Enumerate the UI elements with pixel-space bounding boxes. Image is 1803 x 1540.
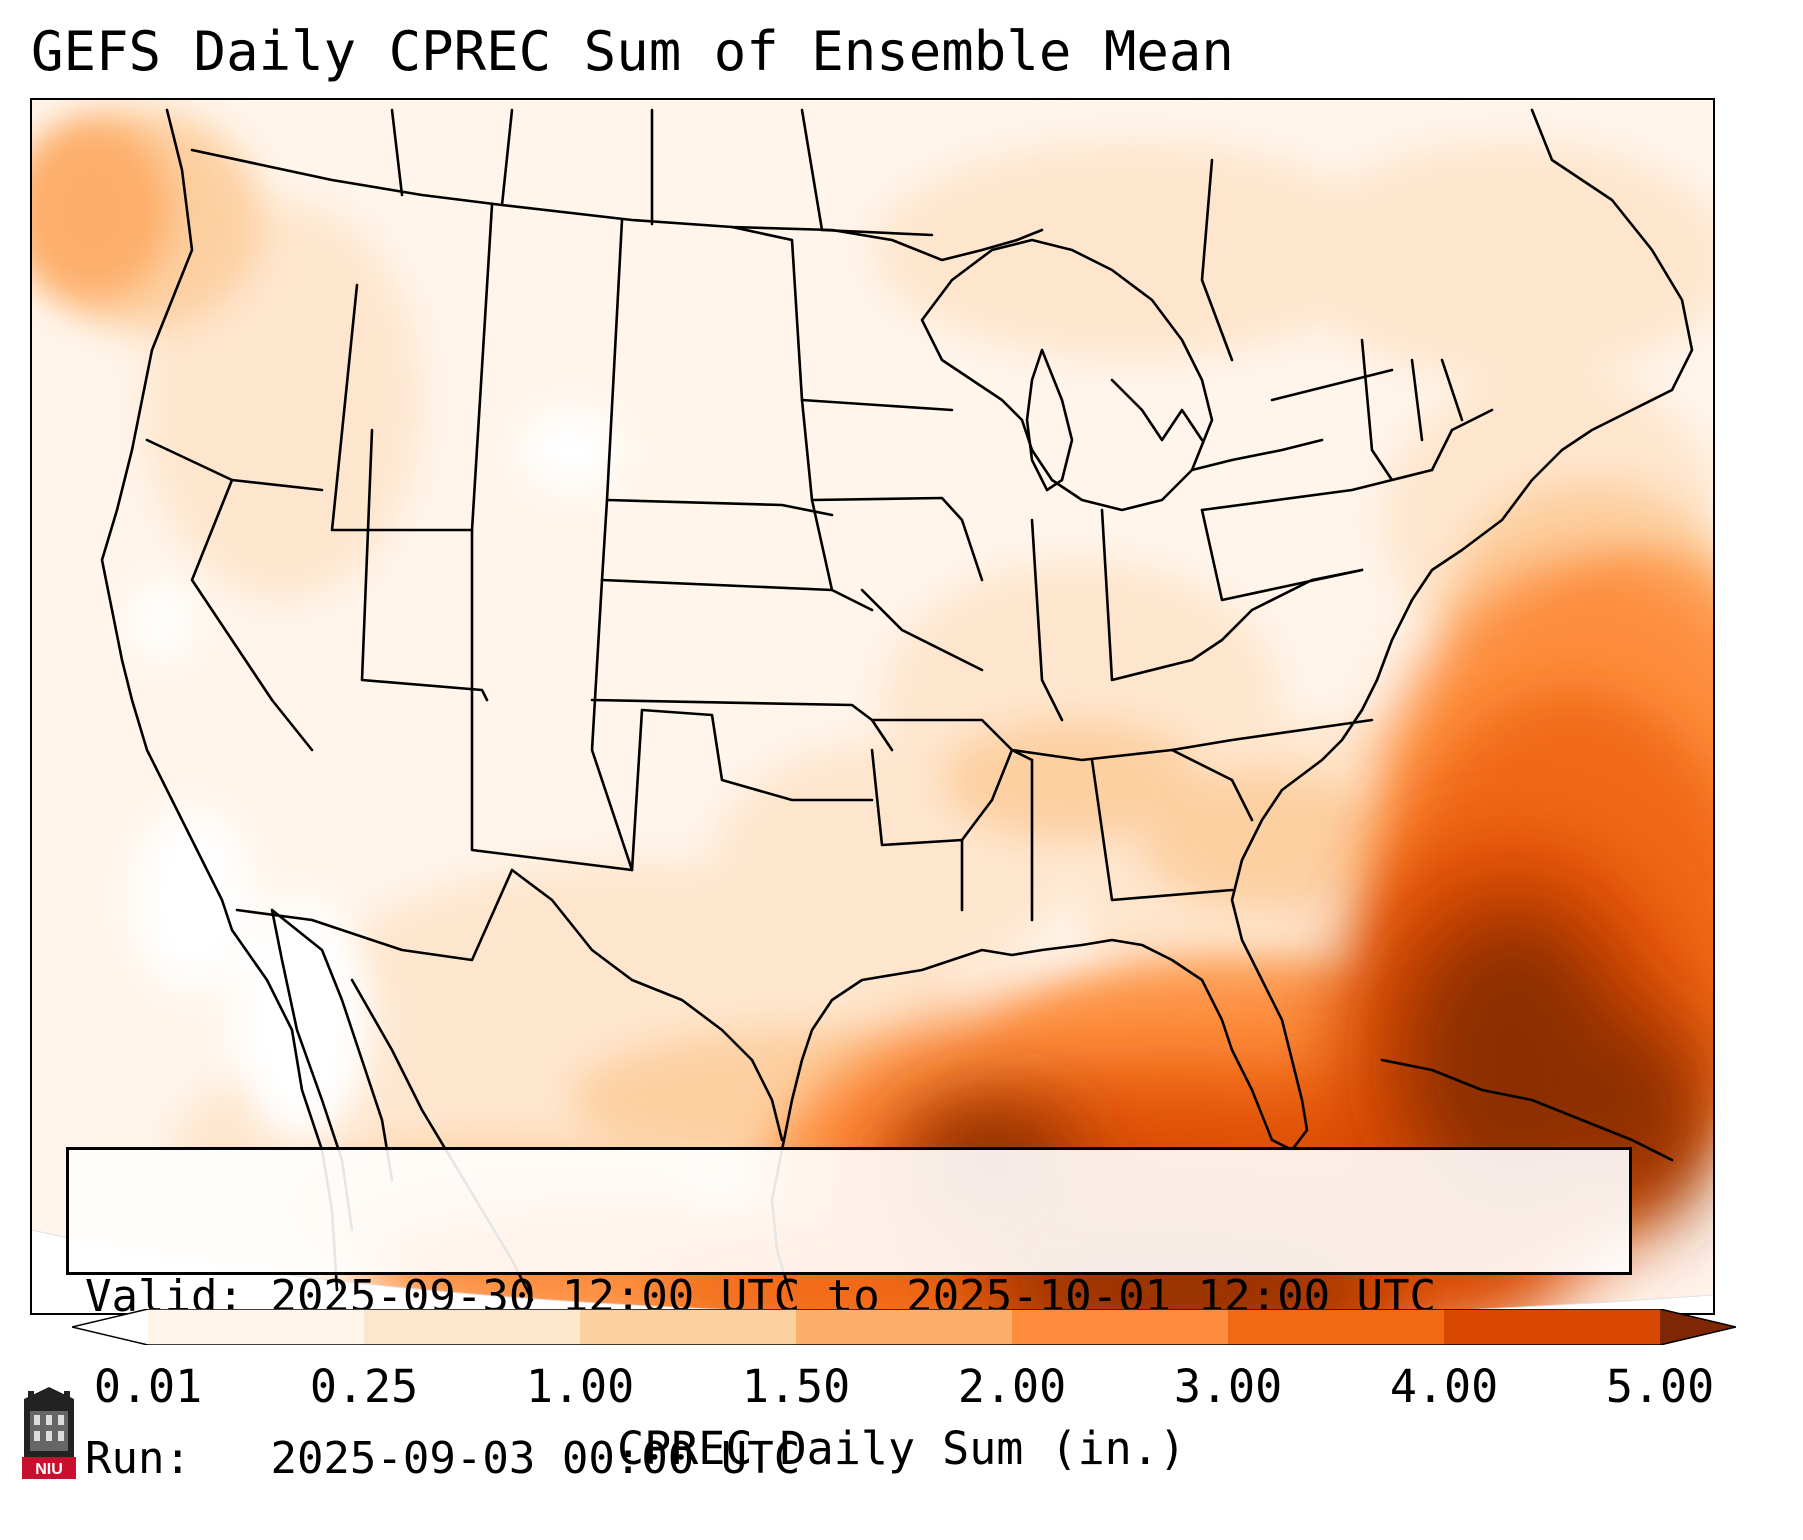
colorbar-over-extension <box>1660 1309 1736 1345</box>
colorbar-segment <box>580 1309 797 1345</box>
colorbar-tick-label: 1.50 <box>741 1360 851 1413</box>
colorbar-segment <box>1012 1309 1229 1345</box>
precip-field <box>32 100 1713 1313</box>
niu-logo: NIU <box>22 1387 76 1479</box>
colorbar-tick-label: 2.00 <box>957 1360 1067 1413</box>
colorbar-tick-label: 3.00 <box>1173 1360 1283 1413</box>
run-line: Run: 2025-09-03 00:00 UTC <box>85 1432 1629 1486</box>
colorbar-segment <box>1228 1309 1445 1345</box>
colorbar-segment <box>1444 1309 1661 1345</box>
colorbar-tick-label: 1.00 <box>525 1360 635 1413</box>
precip-map <box>32 100 1713 1313</box>
run-value: 2025-09-03 00:00 UTC <box>270 1433 801 1484</box>
svg-text:NIU: NIU <box>35 1461 63 1478</box>
colorbar-segment <box>364 1309 581 1345</box>
colorbar-tick-label: 4.00 <box>1389 1360 1499 1413</box>
colorbar <box>72 1309 1736 1345</box>
colorbar-tick-label: 5.00 <box>1605 1360 1715 1413</box>
colorbar-tick-label: 0.25 <box>309 1360 419 1413</box>
colorbar-label: CPREC Daily Sum (in.) <box>617 1422 1186 1475</box>
colorbar-segment <box>148 1309 365 1345</box>
colorbar-under-extension <box>72 1309 148 1345</box>
map-panel <box>30 98 1715 1315</box>
political-boundaries <box>100 108 1694 1302</box>
colorbar-segment <box>796 1309 1013 1345</box>
info-box: Valid: 2025-09-30 12:00 UTC to 2025-10-0… <box>66 1147 1632 1484</box>
map-title: GEFS Daily CPREC Sum of Ensemble Mean <box>31 20 1234 83</box>
run-label: Run: <box>85 1433 191 1484</box>
colorbar-tick-label: 0.01 <box>93 1360 203 1413</box>
